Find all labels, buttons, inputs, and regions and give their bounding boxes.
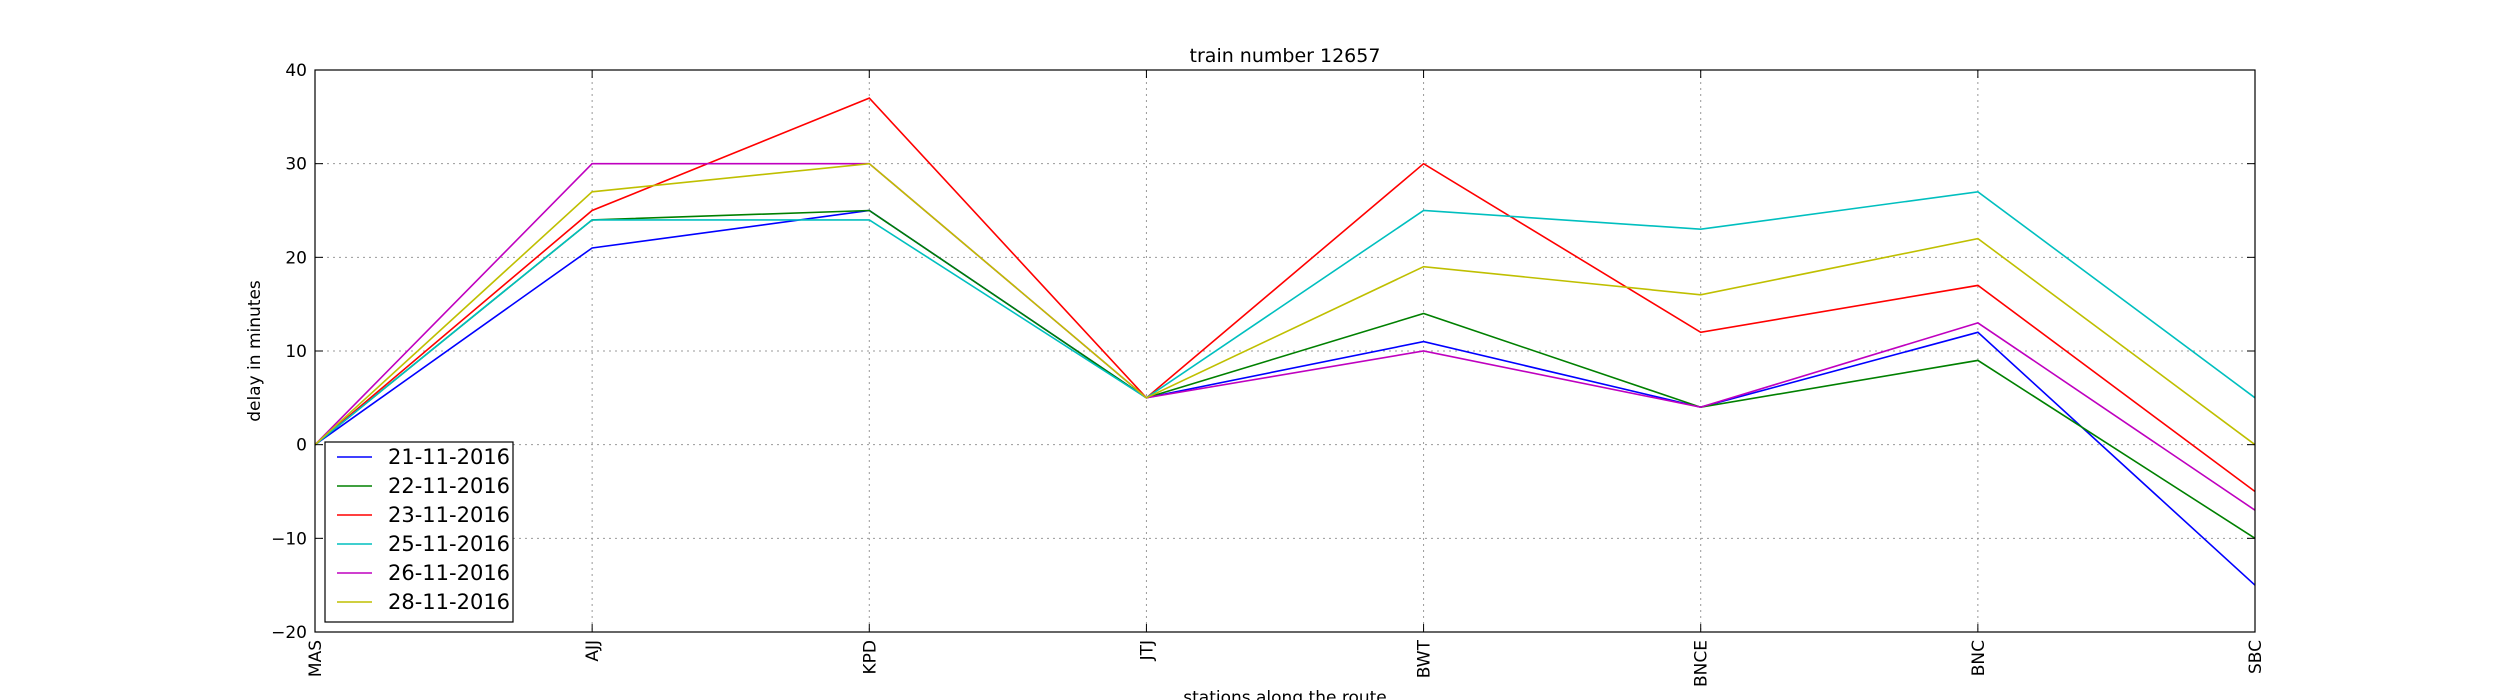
legend-frame [324, 441, 514, 623]
y-tick-label: −20 [271, 623, 307, 643]
x-tick-label: BWT [1415, 639, 1435, 678]
x-tick-label: KPD [860, 640, 880, 675]
y-tick-label: −10 [271, 529, 307, 549]
legend-label: 25-11-2016 [388, 532, 510, 556]
y-tick-label: 20 [285, 248, 307, 268]
y-tick-label: 10 [285, 342, 307, 362]
x-tick-label: MAS [306, 640, 326, 677]
y-tick-label: 30 [285, 155, 307, 175]
legend-label: 28-11-2016 [388, 590, 510, 614]
plot-background [315, 70, 2255, 632]
x-tick-label: JTJ [1137, 640, 1157, 661]
series-line [314, 209, 2256, 586]
x-tick-label: BNCE [1692, 640, 1712, 687]
chart-title: train number 12657 [1190, 45, 1381, 67]
y-axis-label: delay in minutes [245, 280, 265, 422]
series-lines [314, 97, 2256, 586]
series-line [314, 209, 2256, 539]
legend-label: 21-11-2016 [388, 445, 510, 469]
x-tick-label: SBC [2246, 640, 2266, 674]
x-tick-label: AJJ [583, 640, 603, 662]
axis-ticks: −20 −10 0 10 20 30 40 MAS AJJ KPD JTJ BWT BNCE BNC SBC [271, 61, 2266, 687]
series-line [314, 190, 2256, 446]
series-line [314, 97, 2256, 493]
legend-label: 26-11-2016 [388, 561, 510, 585]
series-line [314, 162, 2256, 446]
series-line [314, 162, 2256, 511]
y-tick-label: 0 [296, 436, 307, 456]
y-tick-label: 40 [285, 61, 307, 81]
legend-label: 22-11-2016 [388, 474, 510, 498]
legend: 21-11-2016 22-11-2016 23-11-2016 25-11-2016… [324, 441, 514, 623]
x-axis-label: stations along the route [1183, 688, 1387, 700]
grid-lines [315, 70, 2255, 632]
x-tick-label: BNC [1969, 640, 1989, 676]
legend-label: 23-11-2016 [388, 503, 510, 527]
